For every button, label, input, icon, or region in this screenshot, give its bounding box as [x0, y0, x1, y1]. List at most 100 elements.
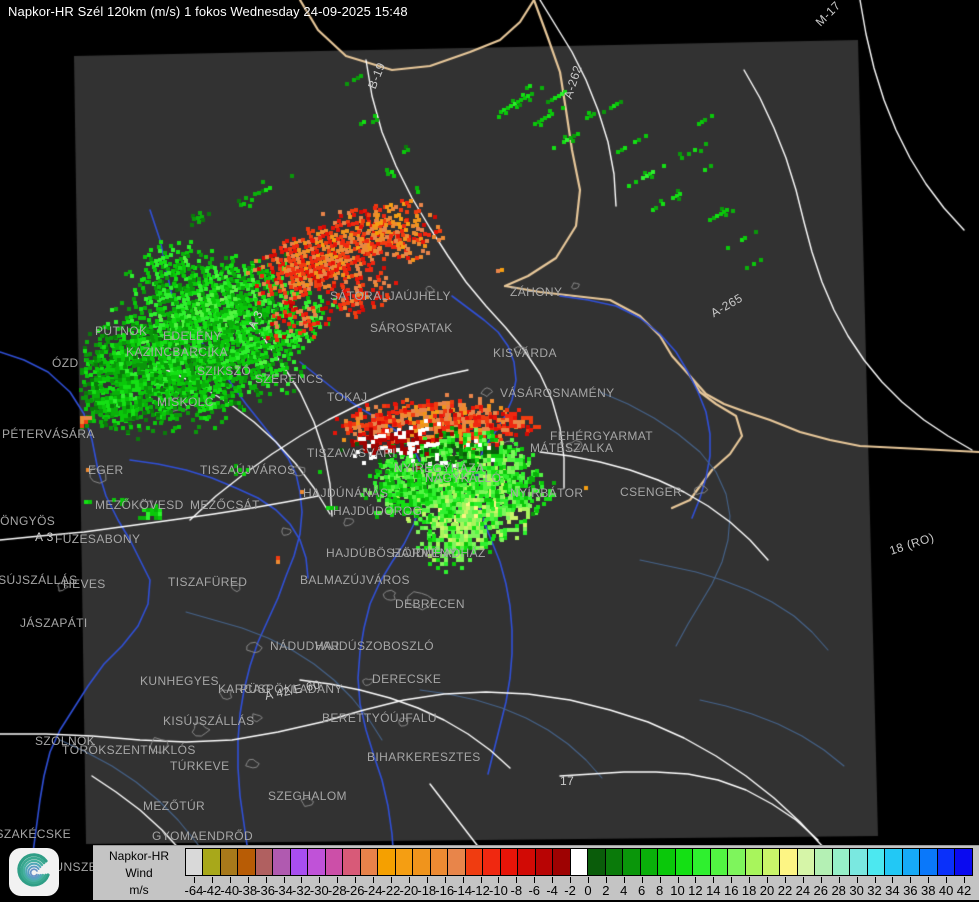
- legend-tick-mark: [229, 877, 231, 883]
- legend-swatch: [395, 849, 414, 875]
- legend-swatch: [186, 849, 204, 875]
- legend-tick-label: -14: [453, 883, 472, 898]
- legend-swatch: [920, 849, 938, 875]
- legend-swatch: [623, 849, 641, 875]
- legend-swatch: [658, 849, 676, 875]
- legend-tick-mark: [373, 877, 375, 883]
- legend-tick-mark: [820, 877, 822, 883]
- legend-tick-label: 6: [638, 883, 646, 898]
- legend-tick-mark: [408, 877, 410, 883]
- legend-swatch: [343, 849, 361, 875]
- legend-tick-label: 12: [688, 883, 703, 898]
- legend-swatch: [220, 849, 239, 875]
- legend-tick-label: -28: [327, 883, 347, 898]
- legend-swatch: [553, 849, 571, 875]
- legend-tick-mark: [390, 877, 392, 883]
- legend-tick-mark: [193, 877, 195, 883]
- legend-tick-label: -4: [546, 883, 558, 898]
- legend-tick-label: 20: [759, 883, 775, 898]
- legend-tick-mark: [713, 877, 715, 883]
- legend-color-scale[interactable]: -64 -42 -40 -38 -36 -34 -32 -30 -28 -26 -24 -22 -20-…: [185, 848, 973, 901]
- legend-tick-row: -64 -42 -40 -38 -36 -34 -32 -30 -28 -26 -24 -22 -20-…: [185, 877, 973, 901]
- color-legend-panel: Napkor-HR Wind m/s -64 -42 -40 -38 -36 -34 -32…: [93, 845, 979, 900]
- legend-swatch: [518, 849, 536, 875]
- legend-swatch: [238, 849, 256, 875]
- legend-swatch: [867, 849, 886, 875]
- legend-swatch: [832, 849, 851, 875]
- legend-quantity-label: Wind: [125, 866, 153, 880]
- legend-tick-mark: [623, 877, 625, 883]
- legend-tick-label: -20: [399, 883, 419, 898]
- legend-tick-label: 32: [867, 883, 882, 898]
- legend-unit-label: m/s: [129, 883, 149, 897]
- legend-tick-mark: [337, 877, 339, 883]
- legend-tick-label: -10: [489, 883, 508, 898]
- legend-tick-mark: [767, 877, 769, 883]
- legend-swatch: [378, 849, 396, 875]
- legend-swatch: [780, 849, 798, 875]
- legend-tick-label: 14: [706, 883, 721, 898]
- legend-swatch: [937, 849, 956, 875]
- legend-tick-mark: [211, 877, 213, 883]
- legend-swatch: [885, 849, 903, 875]
- legend-tick-label: 18: [741, 883, 757, 898]
- legend-tick-label: 24: [795, 883, 811, 898]
- legend-tick-label: 16: [723, 883, 739, 898]
- legend-tick-mark: [319, 877, 321, 883]
- legend-tick-mark: [659, 877, 661, 883]
- legend-swatch: [693, 849, 711, 875]
- legend-tick-mark: [534, 877, 536, 883]
- legend-tick-mark: [480, 877, 482, 883]
- legend-tick-mark: [874, 877, 876, 883]
- legend-swatch: [675, 849, 694, 875]
- legend-tick-label: 0: [584, 883, 592, 898]
- legend-swatch: [255, 849, 274, 875]
- legend-tick-label: -32: [292, 883, 311, 898]
- legend-tick-label: -24: [363, 883, 383, 898]
- legend-tick-label: -40: [220, 883, 240, 898]
- legend-swatch: [500, 849, 519, 875]
- legend-tick-label: 36: [903, 883, 918, 898]
- legend-tick-mark: [587, 877, 589, 883]
- legend-swatch: [290, 849, 309, 875]
- legend-tick-label: -64: [184, 883, 204, 898]
- legend-tick-label: -38: [238, 883, 258, 898]
- legend-swatch: [273, 849, 291, 875]
- legend-tick-label: -18: [417, 883, 437, 898]
- legend-tick-label: 30: [849, 883, 864, 898]
- legend-swatch: [430, 849, 449, 875]
- legend-swatch: [745, 849, 763, 875]
- legend-tick-mark: [677, 877, 679, 883]
- legend-tick-label: 28: [831, 883, 846, 898]
- legend-tick-label: -2: [564, 883, 576, 898]
- legend-swatch: [308, 849, 326, 875]
- legend-swatch: [465, 849, 484, 875]
- legend-swatch: [588, 849, 606, 875]
- legend-tick-mark: [802, 877, 804, 883]
- legend-tick-mark: [498, 877, 500, 883]
- legend-tick-label: -12: [471, 883, 490, 898]
- legend-tick-mark: [552, 877, 554, 883]
- legend-tick-label: 8: [655, 883, 664, 898]
- page-title: Napkor-HR Szél 120km (m/s) 1 fokos Wedne…: [8, 4, 408, 19]
- legend-swatch-row: [185, 848, 973, 876]
- legend-tick-mark: [283, 877, 285, 883]
- legend-tick-mark: [247, 877, 249, 883]
- legend-tick-label: 4: [620, 883, 628, 898]
- legend-tick-label: 34: [885, 883, 900, 898]
- legend-tick-mark: [462, 877, 464, 883]
- legend-swatch: [762, 849, 781, 875]
- legend-swatch: [797, 849, 816, 875]
- legend-tick-mark: [946, 877, 948, 883]
- legend-swatch: [535, 849, 554, 875]
- legend-tick-mark: [605, 877, 607, 883]
- legend-tick-label: -42: [202, 883, 222, 898]
- legend-tick-mark: [928, 877, 930, 883]
- legend-tick-mark: [749, 877, 751, 883]
- legend-tick-label: -22: [381, 883, 401, 898]
- legend-swatch: [360, 849, 379, 875]
- legend-swatch: [448, 849, 466, 875]
- legend-swatch: [640, 849, 659, 875]
